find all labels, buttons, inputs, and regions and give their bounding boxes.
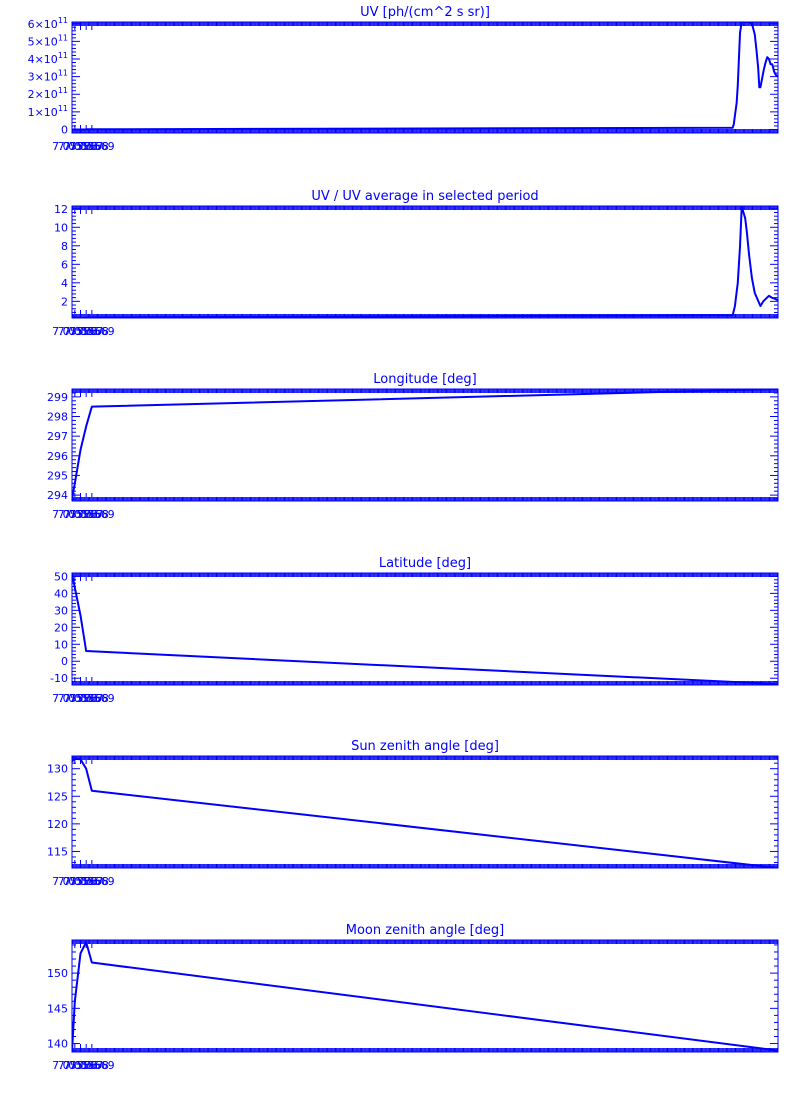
y-tick-label: 294 [47,489,68,502]
y-tick-mantissa: 4×10 [28,53,58,66]
chart-title: Latitude [deg] [379,556,471,571]
x-tick-label: 7.05569 [69,508,115,521]
y-tick-label: 2×1011 [28,86,68,101]
x-tick-label: 7.05568 [63,508,109,521]
y-tick-mantissa: 1×10 [28,106,58,119]
y-tick-exponent: 11 [58,33,68,42]
chart-panel: UV / UV average in selected period 7.0556… [52,189,779,338]
y-tick-label: 298 [47,411,68,424]
plot-frame [71,21,779,134]
plot-frame [71,388,779,502]
y-tick-mantissa: 5×10 [28,35,58,48]
x-tick-label: 7.05568 [63,140,109,153]
x-tick-label: 7.05566 [52,140,98,153]
y-tick-label: 2 [61,295,68,308]
x-tick-label: 7.05566 [52,325,98,338]
y-tick-label: 295 [47,469,68,482]
x-tick-label: 7.05567 [58,508,104,521]
y-tick-label: 296 [47,450,68,463]
y-tick-mantissa: 2×10 [28,88,58,101]
y-tick-label: 4×1011 [28,51,68,66]
y-tick-exponent: 11 [58,86,68,95]
x-tick-label: 7.05569 [69,325,115,338]
y-tick-label: 4 [61,277,68,290]
y-tick-exponent: 11 [58,51,68,60]
y-tick-label: 6×1011 [28,16,68,31]
series-line [72,206,778,318]
x-tick-label: 7.05566 [52,508,98,521]
y-tick-exponent: 11 [58,69,68,78]
y-tick-exponent: 11 [58,104,68,113]
y-tick-label: 10 [54,221,68,234]
chart-title: Longitude [deg] [373,372,476,387]
y-tick-label: 1×1011 [28,104,68,119]
series-line [72,22,778,131]
y-tick-label: 5×1011 [28,33,68,48]
y-tick-mantissa: 3×10 [28,71,58,84]
chart-title: UV / UV average in selected period [311,189,538,204]
y-tick-label: 297 [47,430,68,443]
y-tick-label: 6 [61,258,68,271]
y-tick-mantissa: 6×10 [28,18,58,31]
y-tick-label: 12 [54,203,68,216]
y-tick-label: 299 [47,391,68,404]
chart-panel: Longitude [deg] 7.055667.055677.055687.05… [47,372,779,521]
y-tick-exponent: 11 [58,16,68,25]
plot-frame [71,205,779,319]
y-tick-label: 8 [61,240,68,253]
x-tick-label: 7.05567 [58,140,104,153]
chart-panel: Latitude [deg]7.055667.055677.055687.055… [50,556,779,705]
y-tick-label: 3×1011 [28,69,68,84]
x-tick-label: 7.05567 [58,325,104,338]
x-tick-label: 7.05568 [63,325,109,338]
x-tick-label: 7.05569 [69,140,115,153]
y-tick-label: 0 [61,123,68,136]
chart-title: UV [ph/(cm^2 s sr)] [360,5,490,20]
series-line [72,389,778,500]
chart-panel: UV [ph/(cm^2 s sr)] 7.055667.055677.05568… [28,5,779,153]
